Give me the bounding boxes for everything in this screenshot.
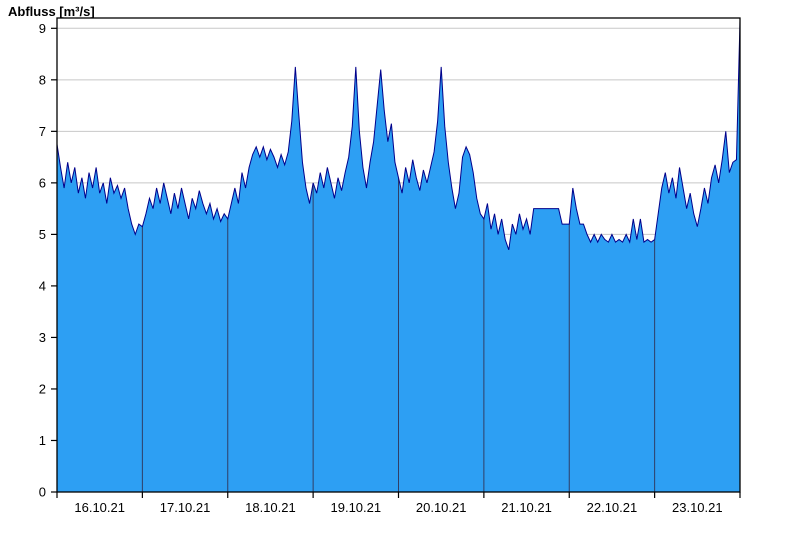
x-tick-label: 23.10.21: [672, 500, 723, 515]
x-tick-label: 21.10.21: [501, 500, 552, 515]
x-tick-label: 16.10.21: [74, 500, 125, 515]
y-tick-label: 8: [39, 72, 46, 87]
y-tick-label: 7: [39, 124, 46, 139]
x-tick-label: 18.10.21: [245, 500, 296, 515]
chart-title: Abfluss [m³/s]: [8, 4, 95, 19]
y-tick-label: 4: [39, 278, 46, 293]
y-tick-label: 3: [39, 330, 46, 345]
y-tick-label: 0: [39, 485, 46, 500]
y-tick-label: 1: [39, 433, 46, 448]
x-axis: 16.10.21 17.10.21 18.10.21 19.10.21 20.10.21…: [56, 492, 741, 515]
x-tick-label: 20.10.21: [416, 500, 467, 515]
x-tick-label: 22.10.21: [587, 500, 638, 515]
y-tick-label: 9: [39, 21, 46, 36]
x-tick-label: 17.10.21: [160, 500, 211, 515]
y-axis-tick-labels: 0 1 2 3 4 5 6 7 8 9: [39, 21, 57, 500]
y-tick-label: 6: [39, 175, 46, 190]
y-tick-label: 5: [39, 227, 46, 242]
series-line: [56, 20, 741, 251]
x-tick-label: 19.10.21: [331, 500, 382, 515]
y-tick-label: 2: [39, 381, 46, 396]
